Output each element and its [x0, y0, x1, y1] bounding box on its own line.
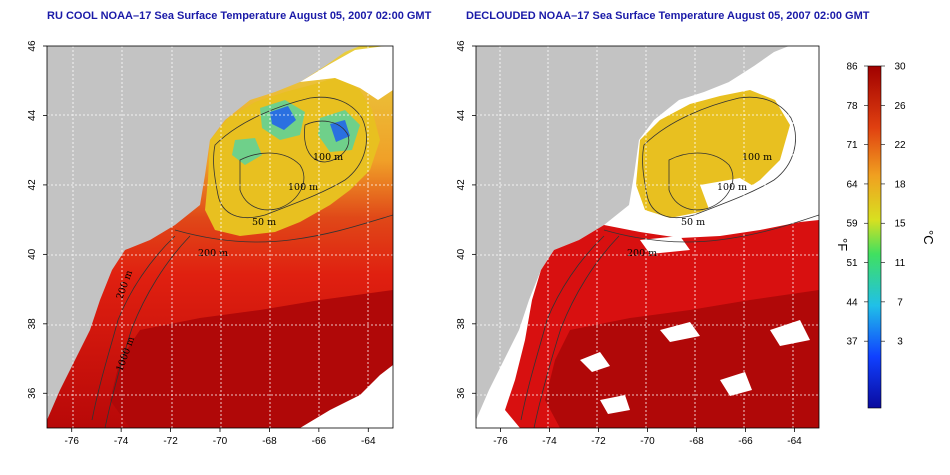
contour-label-100m-b: 100 m: [288, 182, 318, 193]
colorbar-f-tick-label: 44: [846, 297, 858, 308]
colorbar-c-tick-label: 11: [895, 258, 906, 269]
x-tick-label: -66: [312, 436, 327, 447]
colorbar-c-tick-label: 7: [897, 297, 903, 308]
x-tick-label: -70: [213, 436, 228, 447]
x-tick-label: -66: [738, 436, 753, 447]
contour-label-50m: 50 m: [252, 217, 276, 228]
y-tick-label: 38: [456, 318, 467, 330]
x-tick-label: -74: [542, 436, 557, 447]
colorbar-f-tick-label: 51: [846, 258, 858, 269]
contour-label-200m: 200 m: [627, 248, 657, 259]
y-tick-label: 44: [27, 109, 38, 121]
colorbar-f-tick-label: 37: [846, 337, 858, 348]
y-tick-label: 46: [27, 40, 38, 52]
colorbar-c-tick-label: 15: [894, 219, 906, 230]
colorbar-c-tick-label: 30: [894, 62, 906, 73]
gulf-stream-warm-core: [110, 290, 393, 428]
left-sst-map: 100 m 100 m 50 m 200 m 200 m 1000 m: [47, 46, 393, 428]
colorbar: [867, 65, 882, 409]
x-tick-label: -74: [114, 436, 129, 447]
cold-patches: [232, 100, 360, 165]
contour-label-100m-a: 100 m: [742, 152, 772, 163]
grid-lines-right: [476, 46, 819, 428]
x-tick-label: -68: [262, 436, 277, 447]
contour-label-100m-b: 100 m: [717, 182, 747, 193]
y-tick-label: 42: [456, 179, 467, 191]
no-data-patch-right: [729, 46, 819, 100]
x-tick-label: -64: [787, 436, 802, 447]
x-tick-label: -76: [64, 436, 79, 447]
y-tick-label: 38: [27, 318, 38, 330]
x-tick-label: -72: [591, 436, 606, 447]
colorbar-c-tick-label: 26: [894, 101, 906, 112]
y-tick-label: 46: [456, 40, 467, 52]
x-tick-label: -72: [163, 436, 178, 447]
no-data-patch-southeast: [300, 365, 393, 428]
colorbar-f-tick-label: 78: [846, 101, 858, 112]
right-map-title: DECLOUDED NOAA–17 Sea Surface Temperatur…: [466, 10, 870, 22]
y-tick-label: 36: [456, 387, 467, 399]
contour-label-100m-a: 100 m: [313, 152, 343, 163]
grid-lines: [47, 46, 393, 428]
fahrenheit-unit-label: °F: [835, 238, 850, 251]
bathymetry-contours-right: [520, 96, 819, 428]
map-axes: -76 -74 -72 -70 -68 -66 -64 46 44 42 40 38 36 -76 -74 -…: [27, 40, 802, 447]
y-tick-label: 40: [27, 248, 38, 260]
colorbar-c-tick-label: 3: [897, 337, 903, 348]
contour-label-50m: 50 m: [681, 217, 705, 228]
y-tick-label: 42: [27, 179, 38, 191]
colorbar-ticks: 86 78 71 64 59 51 44 37 30 26 22 18 15 11 7 3: [846, 62, 906, 348]
colorbar-c-tick-label: 22: [894, 140, 906, 151]
hot-core-right: [545, 290, 819, 428]
colorbar-f-tick-label: 86: [846, 62, 858, 73]
colorbar-f-tick-label: 59: [846, 219, 858, 230]
celsius-unit-label: °C: [921, 230, 936, 245]
contour-label-200m: 200 m: [198, 248, 228, 259]
y-tick-label: 40: [456, 248, 467, 260]
y-tick-label: 36: [27, 387, 38, 399]
bathymetry-contours: [91, 96, 393, 428]
no-data-patch: [300, 46, 393, 100]
right-sst-map: 100 m 100 m 50 m 200 m: [476, 46, 819, 428]
very-cold-patches: [270, 106, 350, 142]
colorbar-f-tick-label: 71: [846, 140, 858, 151]
x-tick-label: -76: [493, 436, 508, 447]
colorbar-f-tick-label: 64: [846, 179, 858, 190]
x-tick-label: -64: [361, 436, 376, 447]
left-map-title: RU COOL NOAA–17 Sea Surface Temperature …: [47, 10, 432, 22]
x-tick-label: -70: [640, 436, 655, 447]
x-tick-label: -68: [689, 436, 704, 447]
colorbar-c-tick-label: 18: [894, 179, 906, 190]
y-tick-label: 44: [456, 109, 467, 121]
